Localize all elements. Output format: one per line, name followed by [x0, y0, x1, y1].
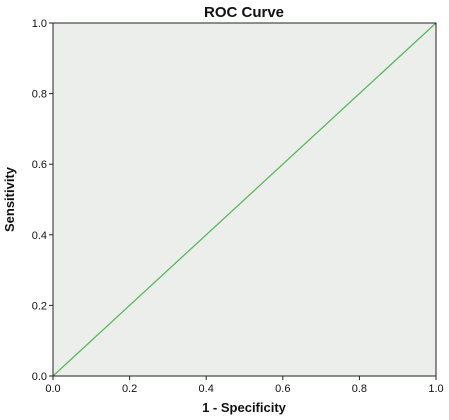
x-tick-label: 0.2: [122, 383, 137, 395]
y-tick-label: 1.0: [32, 18, 47, 30]
y-tick-label: 0.4: [32, 230, 47, 242]
data-lines: [52, 22, 437, 377]
x-tick-label: 0.6: [275, 383, 290, 395]
chart-title: ROC Curve: [204, 4, 284, 21]
x-tick-label: 0.8: [352, 383, 367, 395]
axis-ticks: 0.0 0.2 0.4 0.6 0.8 1.0 0.0 0.2 0.4 0.6 0.8 1.0: [32, 18, 444, 395]
x-tick-label: 1.0: [428, 383, 443, 395]
plot-frame: [52, 22, 437, 377]
y-tick-label: 0.6: [32, 159, 47, 171]
y-axis-label: Sensitivity: [2, 166, 17, 232]
y-tick-label: 0.0: [32, 371, 47, 383]
y-tick-label: 0.8: [32, 89, 47, 101]
x-axis-label: 1 - Specificity: [202, 400, 287, 415]
y-tick-label: 0.2: [32, 300, 47, 312]
roc-series-line: [52, 22, 437, 377]
x-tick-label: 0.4: [199, 383, 214, 395]
x-tick-label: 0.0: [45, 383, 60, 395]
